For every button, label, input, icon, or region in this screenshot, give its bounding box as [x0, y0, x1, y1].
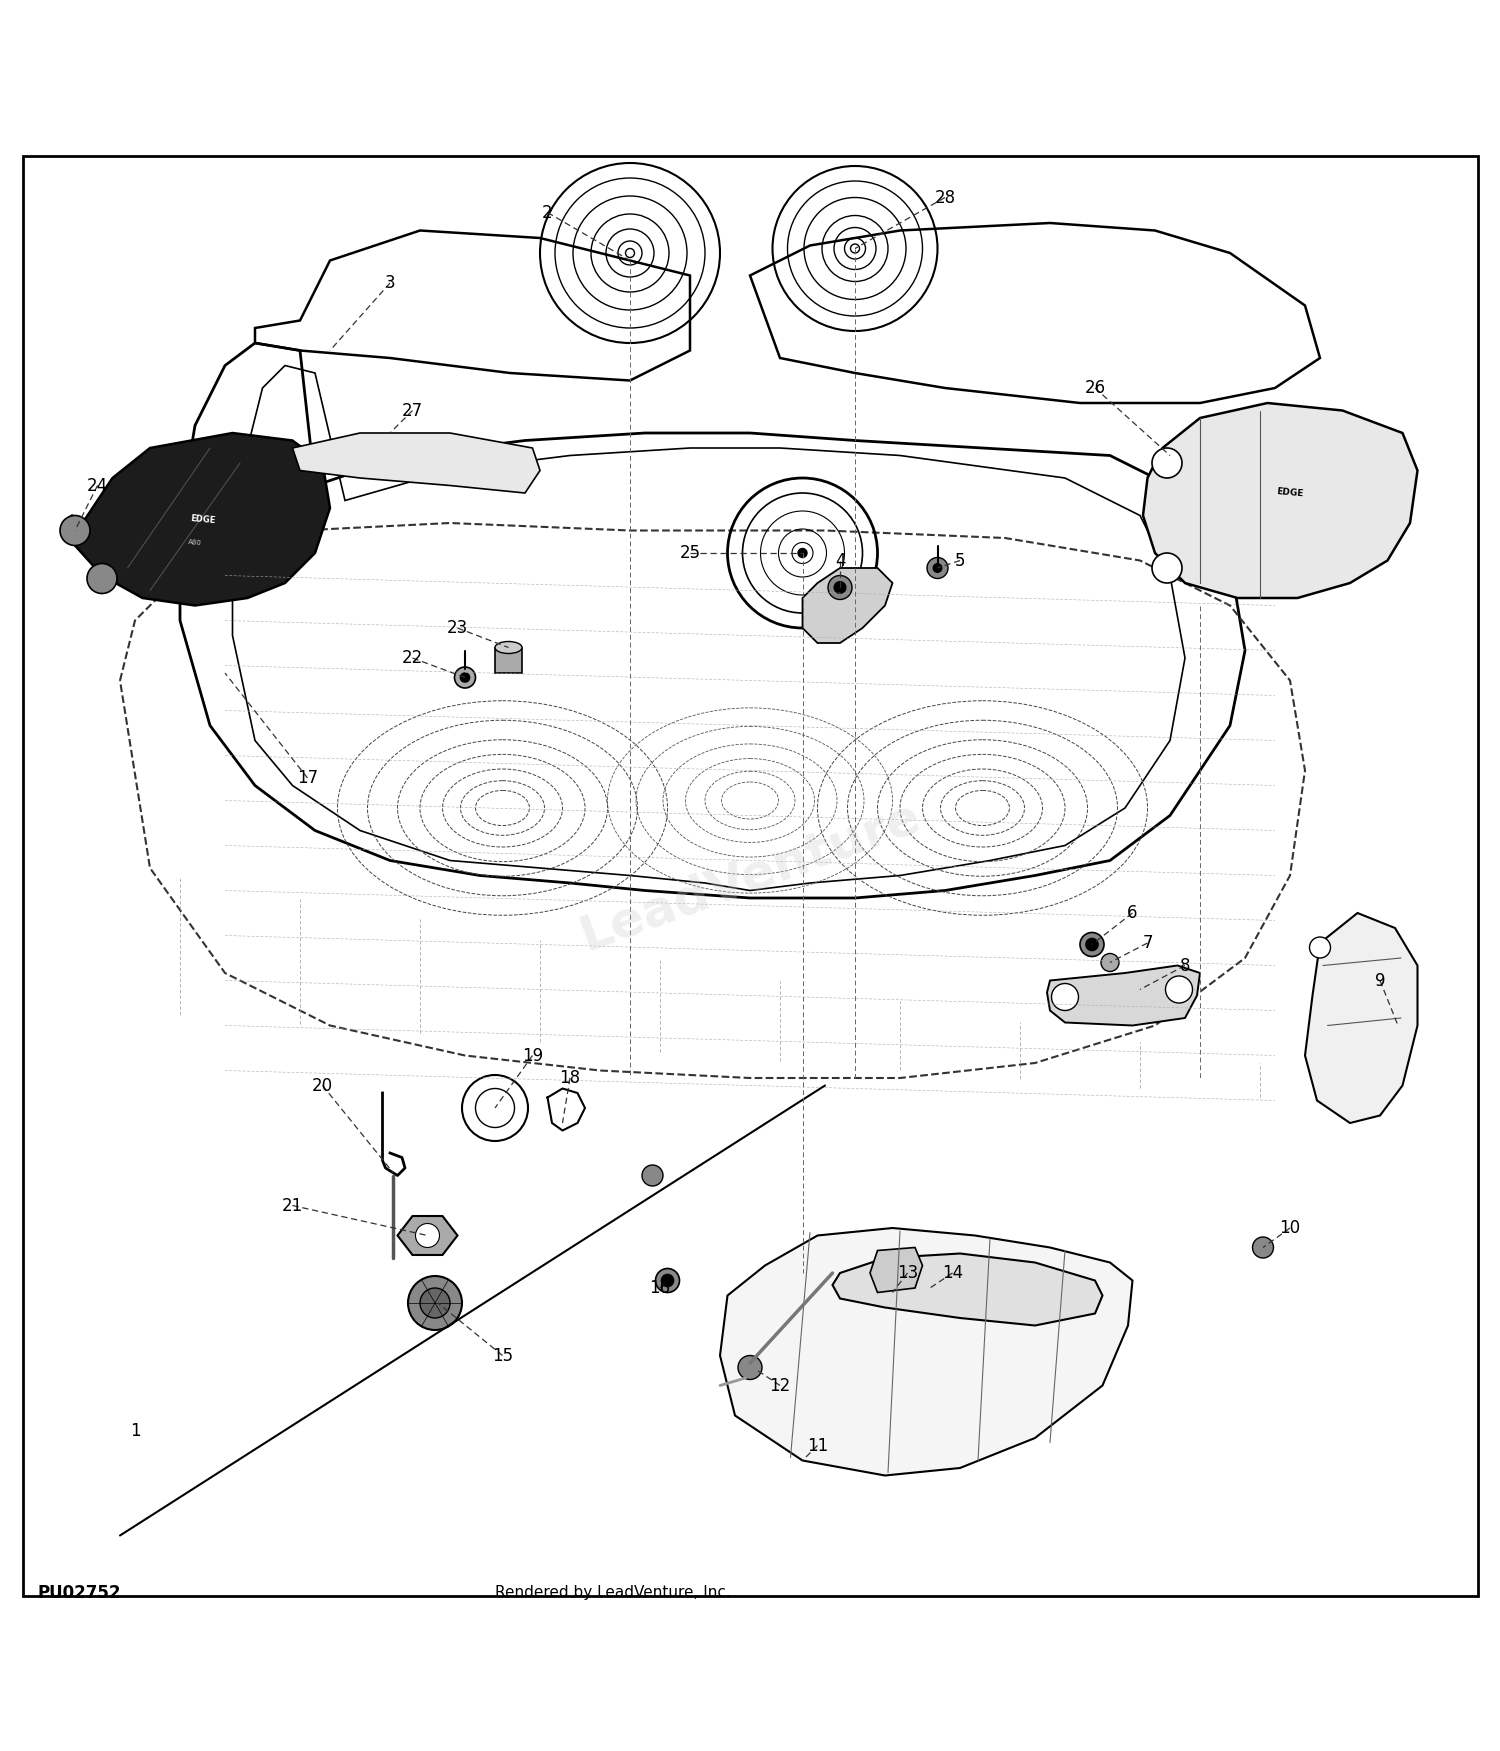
Circle shape [416, 1224, 440, 1247]
Polygon shape [292, 432, 540, 494]
Circle shape [1252, 1236, 1274, 1257]
Circle shape [927, 557, 948, 578]
Text: 21: 21 [282, 1196, 303, 1215]
Polygon shape [495, 648, 522, 672]
Text: PU02752: PU02752 [38, 1583, 122, 1602]
Text: 1: 1 [129, 1422, 141, 1439]
Text: A80: A80 [188, 539, 202, 546]
Text: EDGE: EDGE [1276, 487, 1304, 499]
Text: 27: 27 [402, 401, 423, 420]
Polygon shape [1143, 403, 1418, 599]
Circle shape [656, 1268, 680, 1292]
Circle shape [738, 1355, 762, 1380]
Text: 17: 17 [297, 769, 318, 786]
Text: 7: 7 [1143, 933, 1152, 953]
Circle shape [462, 1075, 528, 1142]
Text: 26: 26 [1084, 378, 1106, 397]
Text: 25: 25 [680, 545, 700, 562]
Polygon shape [870, 1247, 922, 1292]
Circle shape [933, 564, 942, 573]
Polygon shape [63, 432, 330, 606]
Circle shape [454, 667, 476, 688]
Text: 14: 14 [942, 1264, 963, 1282]
Circle shape [1166, 975, 1192, 1003]
Circle shape [1086, 939, 1098, 951]
Circle shape [87, 564, 117, 594]
Circle shape [662, 1275, 674, 1287]
Circle shape [60, 515, 90, 546]
Circle shape [828, 576, 852, 599]
Text: 23: 23 [447, 620, 468, 637]
Text: 13: 13 [897, 1264, 918, 1282]
Text: EDGE: EDGE [189, 515, 216, 525]
Text: LeadVenture: LeadVenture [573, 791, 927, 960]
Text: 18: 18 [560, 1070, 580, 1087]
Text: 15: 15 [492, 1347, 513, 1364]
Text: 28: 28 [934, 189, 956, 207]
Text: 6: 6 [1128, 904, 1137, 923]
Text: 8: 8 [1179, 956, 1191, 975]
Text: 20: 20 [312, 1077, 333, 1094]
Polygon shape [802, 567, 892, 643]
Circle shape [1310, 937, 1330, 958]
Text: 2: 2 [542, 203, 554, 221]
Text: 4: 4 [836, 552, 846, 569]
Polygon shape [833, 1254, 1102, 1326]
Circle shape [642, 1164, 663, 1185]
Circle shape [540, 163, 720, 343]
Circle shape [1152, 553, 1182, 583]
Text: Rendered by LeadVenture, Inc.: Rendered by LeadVenture, Inc. [495, 1585, 730, 1600]
Polygon shape [1305, 912, 1418, 1122]
Text: 16: 16 [650, 1278, 670, 1297]
Text: 22: 22 [402, 650, 423, 667]
Circle shape [1152, 448, 1182, 478]
Circle shape [1052, 984, 1078, 1010]
Circle shape [408, 1276, 462, 1331]
Text: 12: 12 [770, 1376, 790, 1394]
Text: 5: 5 [954, 552, 966, 569]
Circle shape [772, 166, 938, 331]
Text: 3: 3 [384, 273, 396, 292]
Text: 19: 19 [522, 1047, 543, 1065]
Text: 10: 10 [1280, 1219, 1300, 1236]
Ellipse shape [495, 641, 522, 653]
Polygon shape [720, 1227, 1132, 1476]
Circle shape [1101, 954, 1119, 972]
Circle shape [798, 548, 807, 557]
Polygon shape [1047, 965, 1200, 1026]
Circle shape [1080, 933, 1104, 956]
Circle shape [476, 1089, 514, 1128]
Circle shape [834, 581, 846, 594]
Text: 24: 24 [87, 476, 108, 494]
Polygon shape [398, 1215, 458, 1255]
Circle shape [460, 672, 470, 681]
Circle shape [420, 1289, 450, 1319]
Text: 11: 11 [807, 1436, 828, 1455]
Text: 9: 9 [1374, 972, 1386, 989]
